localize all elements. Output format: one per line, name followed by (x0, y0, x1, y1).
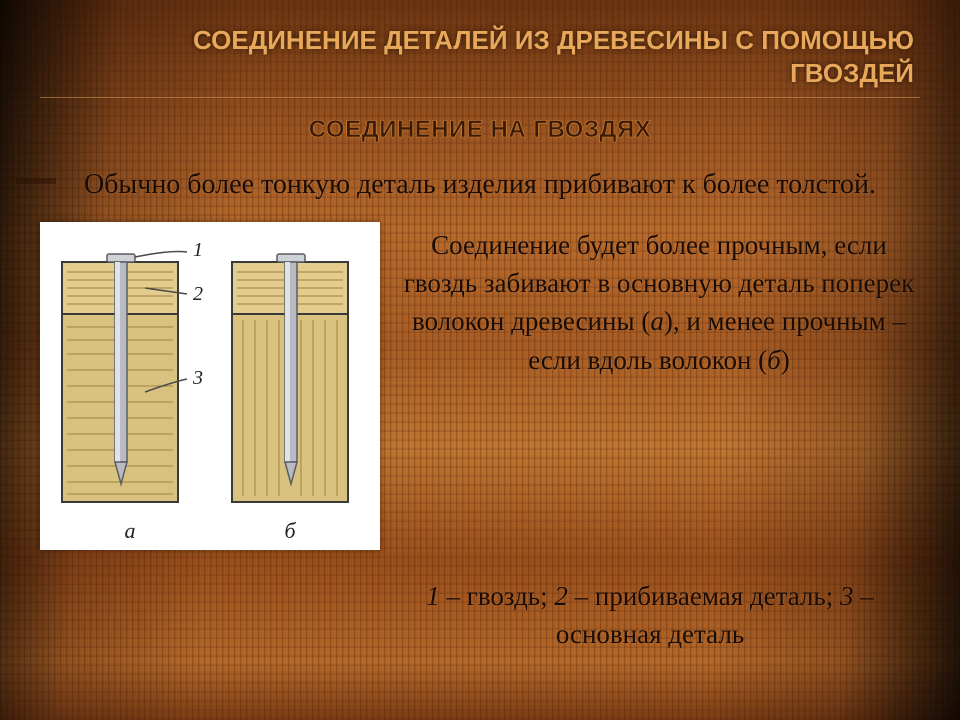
title-rule (40, 97, 920, 98)
legend-1t: – гвоздь; (440, 581, 555, 611)
callout-1: 1 (193, 239, 203, 261)
legend-2: 2 (554, 581, 568, 611)
callout-2: 2 (193, 283, 203, 305)
title-line-1: СОЕДИНЕНИЕ ДЕТАЛЕЙ ИЗ ДРЕВЕСИНЫ С ПОМОЩЬ… (193, 25, 914, 55)
figure-panels: 1 2 3 (50, 232, 370, 512)
body-text: Соединение будет более прочным, если гво… (398, 222, 920, 379)
figure: 1 2 3 (40, 222, 380, 550)
caption-b: б (215, 518, 365, 544)
body-b: б (767, 345, 781, 375)
caption-a: а (55, 518, 205, 544)
legend-2t: – прибиваемая деталь; (568, 581, 840, 611)
panel-a: 1 2 3 (55, 232, 205, 512)
intro-text: Обычно более тонкую деталь изделия приби… (40, 166, 920, 204)
title-line-2: ГВОЗДЕЙ (790, 58, 914, 88)
slide-title: СОЕДИНЕНИЕ ДЕТАЛЕЙ ИЗ ДРЕВЕСИНЫ С ПОМОЩЬ… (40, 24, 920, 89)
figure-captions: а б (50, 518, 370, 544)
content-row: 1 2 3 (40, 222, 920, 550)
legend-3: 3 (840, 581, 854, 611)
slide-subtitle: СОЕДИНЕНИЕ НА ГВОЗДЯХ (40, 116, 920, 144)
callout-3: 3 (192, 367, 203, 389)
body-seg-3: ) (781, 345, 790, 375)
panel-b (215, 232, 365, 512)
legend-1: 1 (426, 581, 440, 611)
body-a: а (650, 306, 664, 336)
slide-content: СОЕДИНЕНИЕ ДЕТАЛЕЙ ИЗ ДРЕВЕСИНЫ С ПОМОЩЬ… (0, 0, 960, 720)
legend-text: 1 – гвоздь; 2 – прибиваемая деталь; 3 – … (400, 578, 920, 654)
